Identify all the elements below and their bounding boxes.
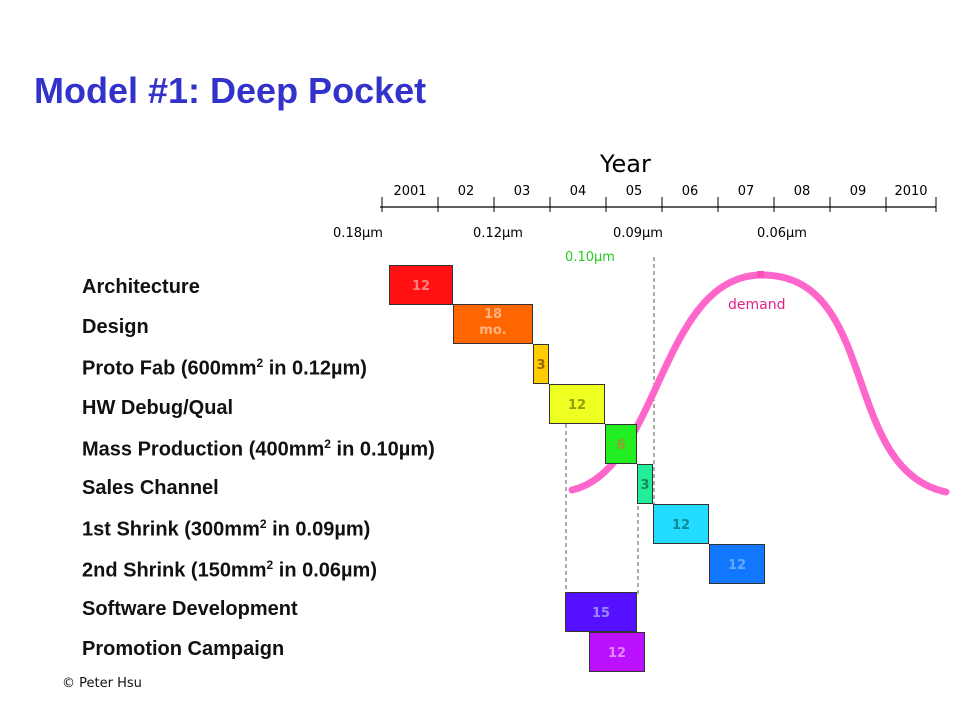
timeline-tick-label: 09 — [849, 184, 867, 199]
task-bar: 12 — [549, 384, 605, 424]
process-node-label: 0.06µm — [757, 226, 807, 241]
task-label-architecture: Architecture — [82, 276, 200, 298]
task-bar-duration: 6 — [616, 438, 626, 453]
timeline-tick-label: 2001 — [393, 184, 427, 199]
task-label-software-development: Software Development — [82, 598, 298, 620]
process-node-label: 0.12µm — [473, 226, 523, 241]
task-bar-duration: 3 — [536, 358, 546, 373]
task-bar: 12 — [589, 632, 645, 672]
task-bar-duration: 3 — [640, 478, 650, 493]
task-bar-duration: 12 — [411, 279, 431, 294]
task-bar: 12 — [653, 504, 709, 544]
task-bar: 3 — [637, 464, 653, 504]
task-label-design: Design — [82, 316, 149, 338]
task-bar-duration: 12 — [671, 518, 691, 533]
year-axis-heading: Year — [600, 150, 651, 178]
task-label-promotion-campaign: Promotion Campaign — [82, 638, 285, 660]
task-label-sales-channel: Sales Channel — [82, 477, 219, 499]
task-bar-duration: 18 — [483, 307, 503, 322]
task-bar: 6 — [605, 424, 637, 464]
task-bar: 3 — [533, 344, 549, 384]
task-bar: 12 — [709, 544, 765, 584]
copyright-notice: © Peter Hsu — [62, 676, 142, 691]
task-bar-duration-unit: mo. — [479, 323, 507, 338]
process-node-label: 0.10µm — [565, 250, 615, 265]
task-label-1st-shrink: 1st Shrink (300mm2 in 0.09µm) — [82, 517, 371, 541]
task-label-hw-debug: HW Debug/Qual — [82, 397, 234, 419]
timeline-tick-label: 2010 — [894, 184, 928, 199]
task-bar: 18 mo. — [453, 304, 533, 344]
timeline-tick-label: 06 — [681, 184, 699, 199]
process-node-label: 0.18µm — [333, 226, 383, 241]
timeline-tick-label: 07 — [737, 184, 755, 199]
timeline-tick-label: 04 — [569, 184, 587, 199]
timeline-ticks — [381, 197, 937, 212]
task-bar-duration: 12 — [567, 398, 587, 413]
task-bar-duration: 15 — [591, 606, 611, 621]
task-bar-duration: 12 — [727, 558, 747, 573]
demand-label: demand — [728, 297, 786, 313]
timeline-tick-label: 03 — [513, 184, 531, 199]
task-label-mass-production: Mass Production (400mm2 in 0.10µm) — [82, 437, 435, 461]
timeline-tick-label: 05 — [625, 184, 643, 199]
timeline-tick-label: 08 — [793, 184, 811, 199]
task-label-proto-fab: Proto Fab (600mm2 in 0.12µm) — [82, 356, 367, 380]
task-label-2nd-shrink: 2nd Shrink (150mm2 in 0.06µm) — [82, 558, 377, 582]
slide-title: Model #1: Deep Pocket — [34, 70, 427, 111]
demand-peak-marker — [757, 271, 764, 278]
task-bar: 15 — [565, 592, 637, 632]
timeline-tick-label: 02 — [457, 184, 475, 199]
task-bar-duration: 12 — [607, 646, 627, 661]
process-node-label: 0.09µm — [613, 226, 663, 241]
task-bar: 12 — [389, 265, 453, 305]
